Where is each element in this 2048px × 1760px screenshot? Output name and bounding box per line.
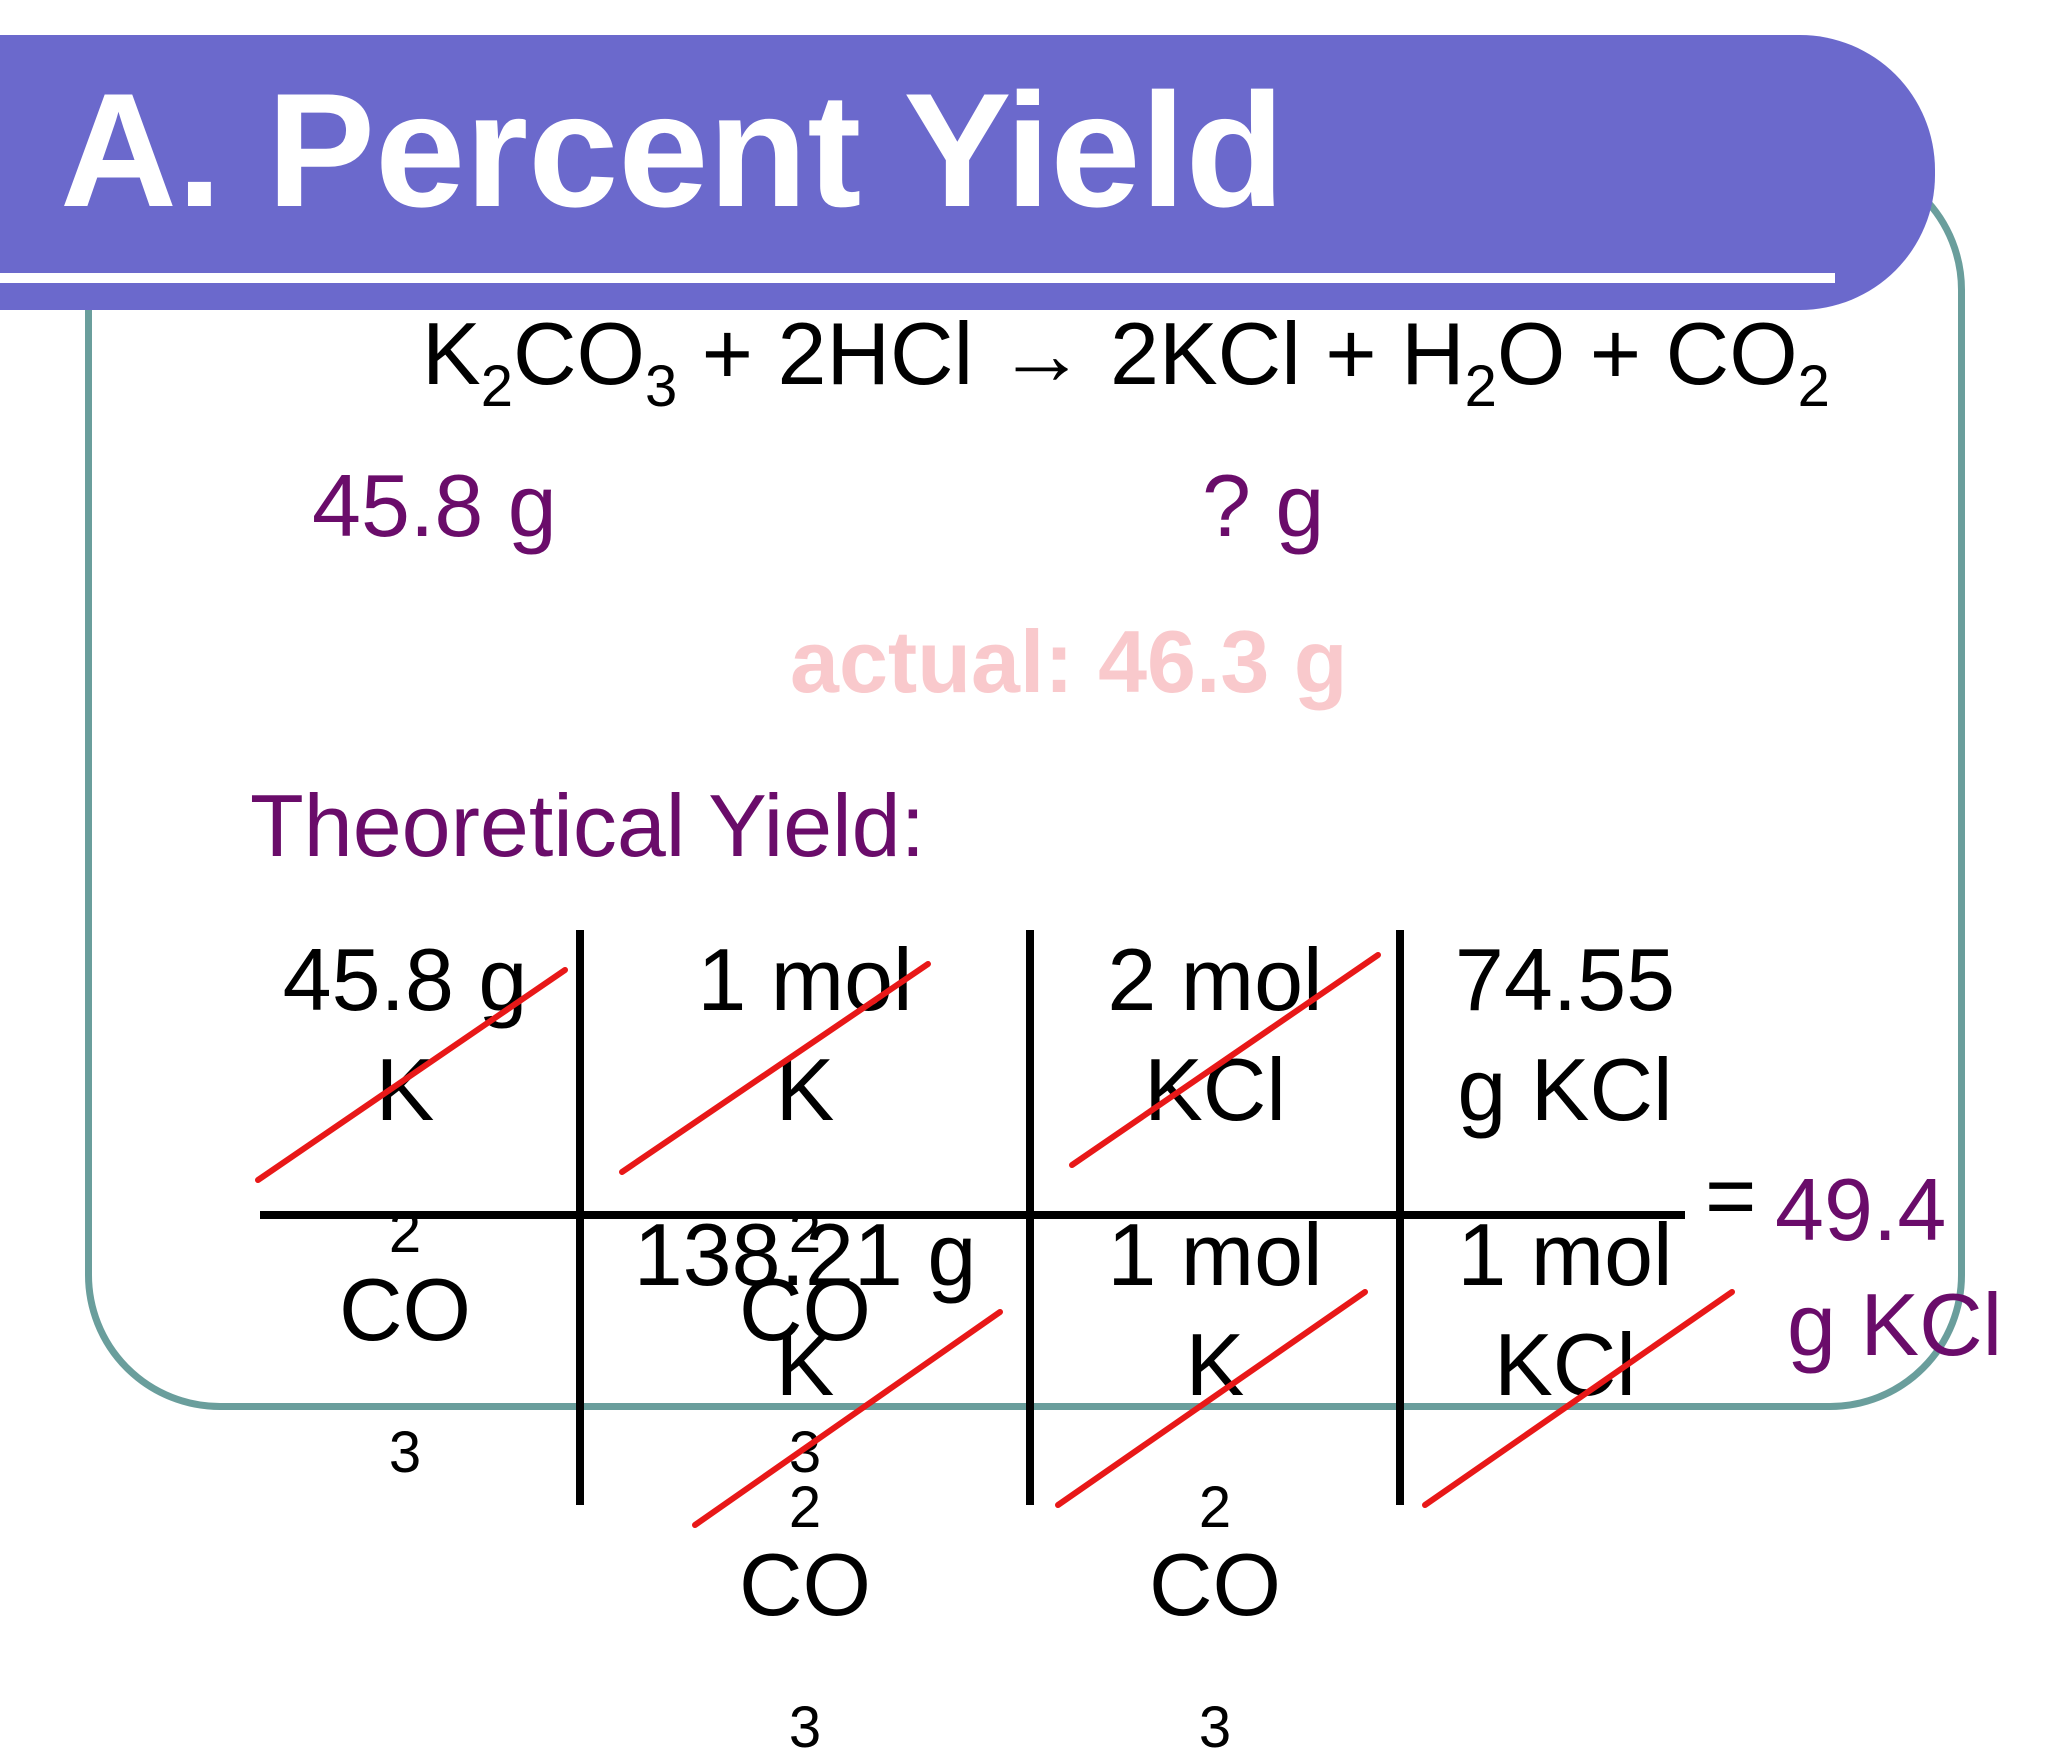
- reactant-hcl: 2HCl: [777, 304, 974, 403]
- result-unit: g KCl: [1787, 1275, 2003, 1374]
- title-underline: [0, 273, 1835, 283]
- denominator-mol-kcl: 1 mol KCl: [1457, 1205, 1673, 1414]
- equals-sign: =: [1705, 1146, 1757, 1245]
- slide-title: A. Percent Yield: [60, 60, 1285, 241]
- plus-sign: +: [677, 304, 778, 403]
- chemical-equation: K2CO3 + 2HCl → 2KCl + H2O + CO2: [422, 310, 1830, 416]
- numerator-mol-k2co3: 1 mol K 2 CO 3: [697, 930, 913, 1485]
- cancel-line: [619, 961, 931, 1175]
- theoretical-yield-label: Theoretical Yield:: [250, 776, 926, 875]
- calculation-grid: [255, 930, 1735, 1528]
- product-h2o: H2O: [1401, 304, 1566, 419]
- cancel-line: [1422, 1289, 1735, 1508]
- product-co2: CO2: [1665, 304, 1830, 419]
- cancel-line: [255, 967, 568, 1183]
- given-mass: 45.8 g: [312, 456, 557, 555]
- unknown-mass: ? g: [1202, 456, 1325, 555]
- result-value: 49.4: [1775, 1160, 1947, 1259]
- plus-sign: +: [1300, 304, 1402, 403]
- title-bar: [0, 35, 1935, 310]
- reactant-k2co3: K2CO3: [422, 304, 678, 419]
- numerator-mol-kcl: 2 mol KCl: [1107, 930, 1323, 1139]
- product-kcl: 2KCl: [1110, 304, 1301, 403]
- reaction-arrow: →: [973, 304, 1111, 403]
- cancel-line: [692, 1309, 1003, 1528]
- cancel-line: [1055, 1289, 1368, 1508]
- result: 49.4 g KCl: [1775, 1152, 2002, 1382]
- cancel-line: [1069, 952, 1381, 1168]
- actual-yield: actual: 46.3 g: [790, 612, 1348, 711]
- plus-sign: +: [1565, 304, 1666, 403]
- numerator-molar-mass-kcl: 74.55 g KCl: [1454, 930, 1676, 1139]
